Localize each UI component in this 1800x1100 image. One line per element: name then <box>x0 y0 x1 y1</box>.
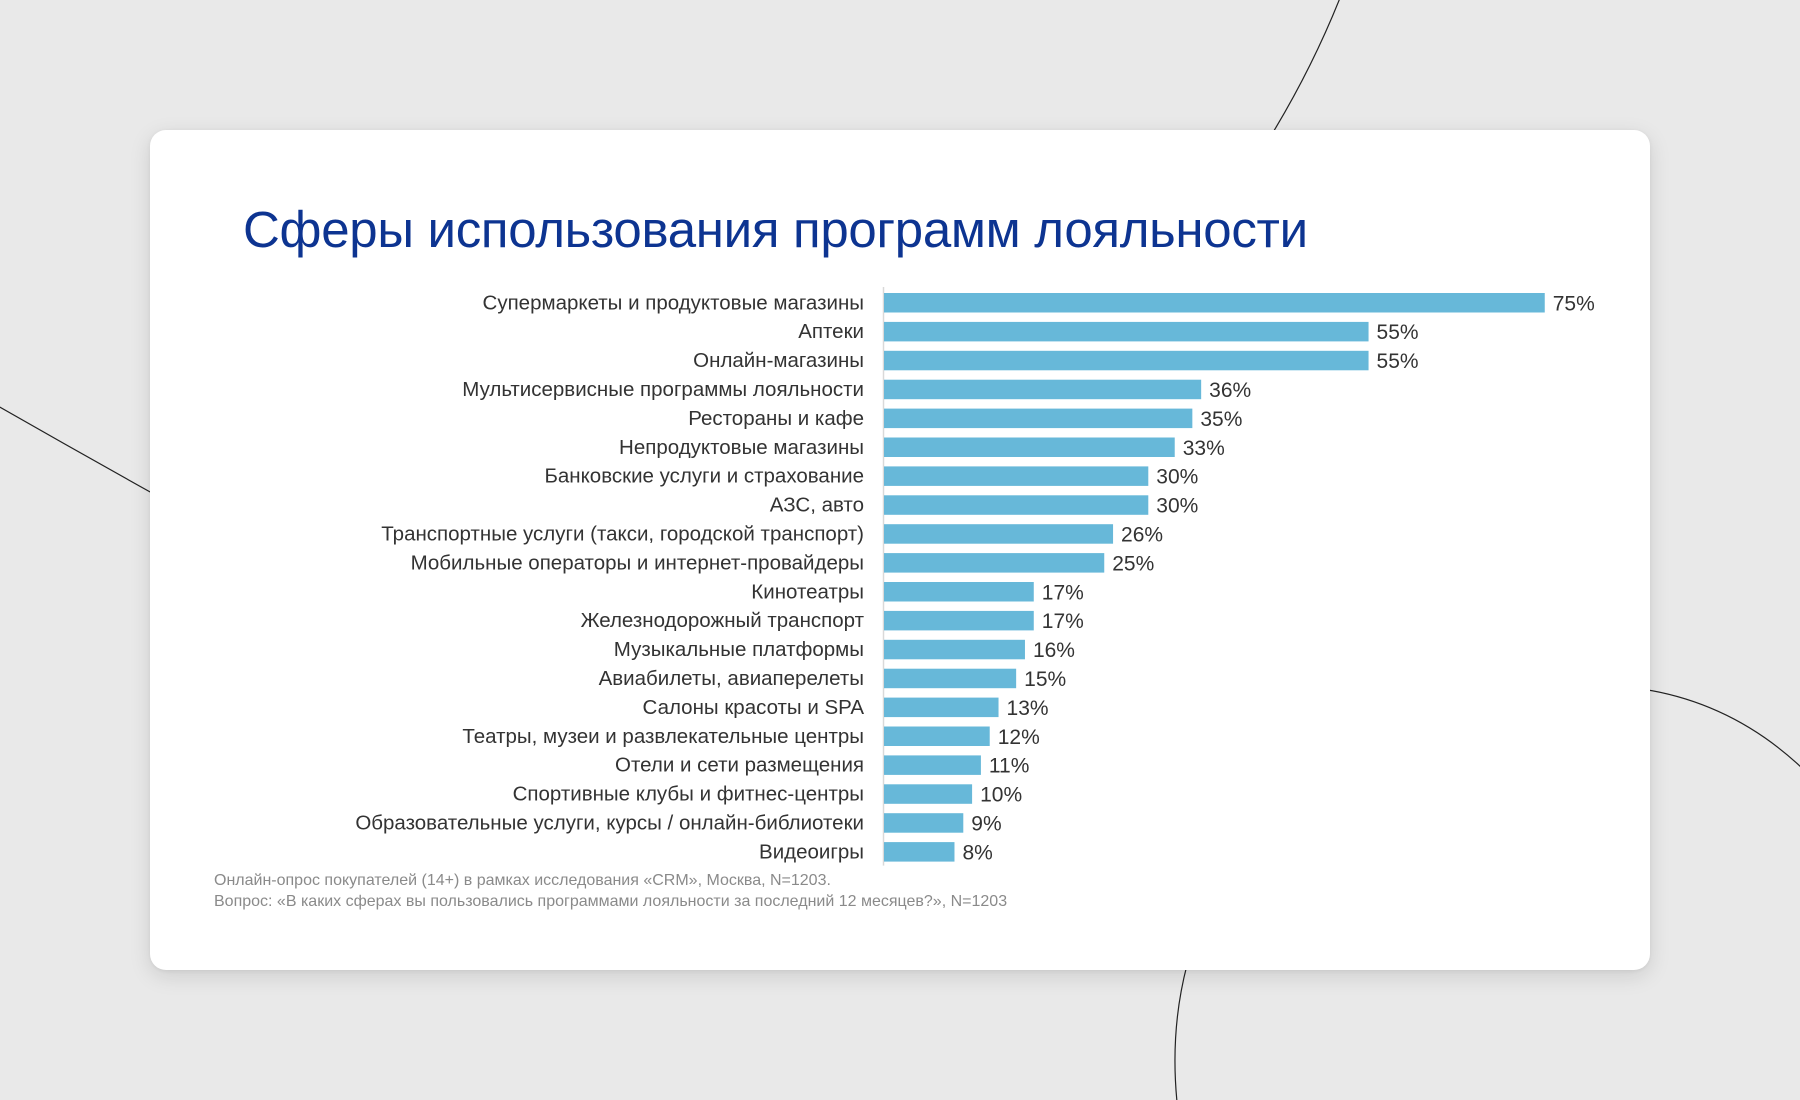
value-label: 26% <box>1121 523 1163 546</box>
bar-4 <box>884 379 1202 400</box>
decorative-curve-bottom <box>1174 964 1188 1100</box>
bar-16 <box>884 726 990 746</box>
bar-7 <box>884 466 1149 486</box>
value-label: 33% <box>1183 437 1225 460</box>
category-label: Музыкальные платформы <box>614 638 864 661</box>
decorative-curve-top <box>1271 0 1340 135</box>
category-label: Кинотеатры <box>751 580 864 603</box>
value-label: 10% <box>980 784 1022 807</box>
category-label: Аптеки <box>798 320 864 343</box>
value-label: 30% <box>1156 495 1198 518</box>
bar-10 <box>884 553 1105 573</box>
bar-17 <box>884 755 981 775</box>
category-label: Мобильные операторы и интернет-провайдер… <box>411 551 864 574</box>
category-label: Онлайн-магазины <box>693 349 864 372</box>
decorative-curve-left <box>0 406 153 494</box>
category-label: Видеоигры <box>759 840 864 863</box>
bar-14 <box>884 668 1017 689</box>
footnote-source: Онлайн-опрос покупателей (14+) в рамках … <box>214 872 831 889</box>
category-label: Транспортные услуги (такси, городской тр… <box>381 522 864 545</box>
value-label: 13% <box>1007 697 1049 720</box>
value-label: 17% <box>1042 581 1084 604</box>
bar-2 <box>884 321 1369 342</box>
decorative-curve-right <box>1647 689 1800 767</box>
bar-11 <box>884 582 1034 602</box>
value-label: 55% <box>1377 350 1419 373</box>
value-label: 11% <box>989 755 1029 778</box>
bar-1 <box>884 293 1545 313</box>
slide-card: Сферы использования программ лояльности … <box>150 130 1650 970</box>
value-label: 16% <box>1033 639 1075 662</box>
category-label: АЗС, авто <box>770 494 864 517</box>
value-label: 9% <box>971 812 1001 835</box>
value-label: 36% <box>1209 379 1251 402</box>
bar-19 <box>884 813 964 833</box>
bars-group <box>884 293 1545 862</box>
category-label: Железнодорожный транспорт <box>581 609 865 632</box>
category-labels-group: Супермаркеты и продуктовые магазины Аптек… <box>355 291 864 863</box>
value-label: 75% <box>1553 292 1595 315</box>
category-label: Авиабилеты, авиаперелеты <box>599 667 864 690</box>
bar-20 <box>884 842 955 862</box>
value-labels-group: 75% 55% 55% 36% 35% 33% 30% 30% 26% 25% 17% 17% 16% 1… <box>962 292 1594 864</box>
bar-12 <box>884 610 1034 631</box>
bar-18 <box>884 784 973 804</box>
bar-6 <box>884 437 1175 457</box>
page-title: Сферы использования программ лояльности <box>243 201 1308 258</box>
category-label: Супермаркеты и продуктовые магазины <box>483 291 864 314</box>
value-label: 12% <box>998 726 1040 749</box>
category-label: Образовательные услуги, курсы / онлайн-б… <box>355 811 864 834</box>
value-label: 8% <box>962 841 992 864</box>
value-label: 55% <box>1377 321 1419 344</box>
category-label: Салоны красоты и SPA <box>643 696 865 719</box>
category-label: Театры, музеи и развлекательные центры <box>462 725 864 748</box>
category-label: Отели и сети размещения <box>615 754 864 777</box>
bar-3 <box>884 350 1369 371</box>
bar-9 <box>884 524 1114 544</box>
value-label: 35% <box>1200 408 1242 431</box>
bar-5 <box>884 408 1193 429</box>
category-label: Непродуктовые магазины <box>619 436 864 459</box>
category-label: Спортивные клубы и фитнес-центры <box>513 783 864 806</box>
bar-8 <box>884 495 1149 515</box>
value-label: 30% <box>1156 466 1198 489</box>
value-label: 15% <box>1024 668 1066 691</box>
category-label: Рестораны и кафе <box>688 407 864 430</box>
value-label: 17% <box>1042 610 1084 633</box>
footnote-question: Вопрос: «В каких сферах вы пользовались … <box>214 893 1008 910</box>
value-label: 25% <box>1112 552 1154 575</box>
bar-13 <box>884 639 1025 660</box>
bar-chart: Супермаркеты и продуктовые магазины Аптек… <box>355 287 1595 866</box>
bar-15 <box>884 697 999 718</box>
category-label: Мультисервисные программы лояльности <box>462 378 864 401</box>
category-label: Банковские услуги и страхование <box>544 465 864 488</box>
footnote: Онлайн-опрос покупателей (14+) в рамках … <box>214 870 1007 912</box>
